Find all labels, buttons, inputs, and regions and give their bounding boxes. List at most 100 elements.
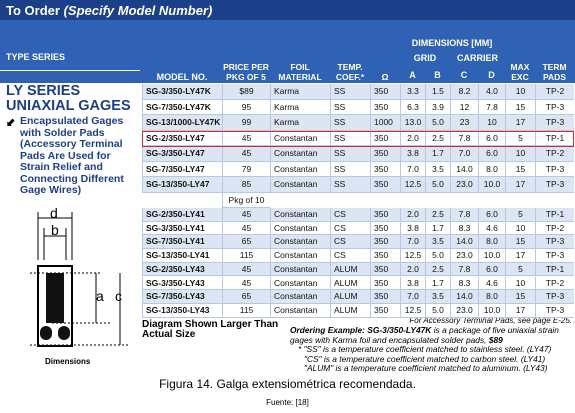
- table-cell: 350: [370, 221, 400, 236]
- table-cell: 10: [478, 115, 505, 131]
- table-cell: 23.0: [450, 177, 478, 193]
- table-cell: 17: [505, 115, 535, 131]
- row-bg: [142, 303, 574, 318]
- table-cell: 8.3: [450, 276, 478, 291]
- table-cell: SS: [330, 99, 370, 115]
- table-cell: CS: [330, 235, 370, 250]
- table-cell: 350: [370, 249, 400, 263]
- dim-c: c: [115, 288, 122, 304]
- table-cell: 3.9: [425, 99, 450, 115]
- table-cell: 3.8: [400, 146, 425, 162]
- diagram: [30, 212, 128, 347]
- dim-d: d: [50, 205, 58, 221]
- table-cell: TP-3: [535, 249, 574, 263]
- col-header: FOIL MATERIAL: [278, 62, 322, 82]
- col-header: Ω: [381, 72, 389, 82]
- table-cell: 45: [222, 208, 270, 222]
- table-cell: 7.0: [400, 161, 425, 177]
- table-cell: SG-7/350-LY47: [142, 161, 222, 177]
- row-bg: [142, 84, 574, 100]
- table-cell: 23.0: [450, 249, 478, 263]
- table-cell: TP-3: [535, 235, 574, 250]
- table-cell: 23.0: [450, 303, 478, 318]
- table-cell: SG-13/350-LY47: [142, 177, 222, 193]
- table-cell: 1.7: [425, 276, 450, 291]
- table-cell: 14.0: [450, 290, 478, 304]
- table-cell: 350: [370, 235, 400, 250]
- table-cell: 7.8: [450, 130, 478, 146]
- ordering: Ordering Example: SG-3/350-LY47K is a pa…: [290, 325, 574, 374]
- accessory-note: For Accessory Terminal Pads, see page E-…: [409, 316, 572, 325]
- table-cell: SG-3/350-LY43: [142, 276, 222, 291]
- col-header: TEMP. COEF.*: [335, 62, 365, 82]
- row-bg: [142, 290, 574, 304]
- table-cell: 6.3: [400, 99, 425, 115]
- table-cell: TP-3: [535, 303, 574, 318]
- table-cell: 2.0: [400, 130, 425, 146]
- table-cell: SG-3/350-LY41: [142, 221, 222, 236]
- table-cell: 2.5: [425, 130, 450, 146]
- table-cell: 15: [505, 290, 535, 304]
- table-cell: 4.0: [478, 84, 505, 100]
- table-cell: 10.0: [478, 177, 505, 193]
- table-cell: 12.5: [400, 303, 425, 318]
- table-cell: 7.8: [450, 262, 478, 277]
- table-cell: 1.7: [425, 146, 450, 162]
- pkg-note: Pkg of 10: [222, 193, 270, 208]
- row-bg: [142, 208, 574, 222]
- row-bg: [142, 249, 574, 263]
- col-header: A: [409, 70, 416, 80]
- table-cell: 17: [505, 177, 535, 193]
- table-cell: 350: [370, 262, 400, 277]
- table-cell: Constantan: [270, 208, 330, 222]
- table-cell: 23: [450, 115, 478, 131]
- row-bg: [142, 221, 574, 236]
- table-cell: 2.5: [425, 262, 450, 277]
- table-cell: ALUM: [330, 303, 370, 318]
- header-band: [0, 20, 575, 83]
- table-cell: Constantan: [270, 161, 330, 177]
- table-cell: 4.6: [478, 276, 505, 291]
- ordering-model: SG-3/350-LY47K: [367, 325, 432, 335]
- row-bg: [142, 177, 574, 193]
- bullet-mark: ⬋: [6, 117, 16, 129]
- table-cell: SG-7/350-LY47K: [142, 99, 222, 115]
- table-cell: 45: [222, 221, 270, 236]
- table-cell: TP-1: [535, 262, 574, 277]
- table-cell: 350: [370, 99, 400, 115]
- table-cell: 5: [505, 130, 535, 146]
- table-cell: TP-3: [535, 99, 574, 115]
- table-cell: 12.5: [400, 177, 425, 193]
- title-italic: (Specify Model Number): [63, 3, 213, 18]
- table-cell: 5.0: [425, 115, 450, 131]
- table-cell: SG-13/1000-LY47K: [142, 115, 222, 131]
- table-cell: 8.0: [478, 290, 505, 304]
- source: Fuente: [18]: [266, 398, 309, 407]
- col-group: CARRIER: [456, 53, 498, 63]
- table-cell: 4.6: [478, 221, 505, 236]
- rule: [0, 70, 140, 71]
- note-alum: "ALUM" is a temperature coefficient matc…: [304, 363, 548, 373]
- row-bg: [142, 235, 574, 250]
- table-cell: 95: [222, 99, 270, 115]
- table-cell: ALUM: [330, 262, 370, 277]
- ordering-label: Ordering Example:: [290, 325, 365, 335]
- diagram-note: Diagram Shown Larger Than Actual Size: [142, 319, 279, 340]
- col-header: PRICE PER PKG OF 5: [223, 62, 269, 82]
- table-cell: 5.0: [425, 177, 450, 193]
- table-cell: 5: [505, 208, 535, 222]
- table-cell: Constantan: [270, 177, 330, 193]
- table-cell: 2.0: [400, 208, 425, 222]
- dim-a: a: [96, 288, 104, 304]
- table-cell: 7.0: [400, 290, 425, 304]
- col-header: D: [488, 70, 495, 80]
- table-cell: 350: [370, 177, 400, 193]
- table-cell: TP-2: [535, 146, 574, 162]
- table-cell: 350: [370, 84, 400, 100]
- table-cell: 12: [450, 99, 478, 115]
- table-cell: 115: [222, 303, 270, 318]
- table-cell: CS: [330, 249, 370, 263]
- table-cell: 6.0: [478, 208, 505, 222]
- table-cell: $89: [222, 84, 270, 100]
